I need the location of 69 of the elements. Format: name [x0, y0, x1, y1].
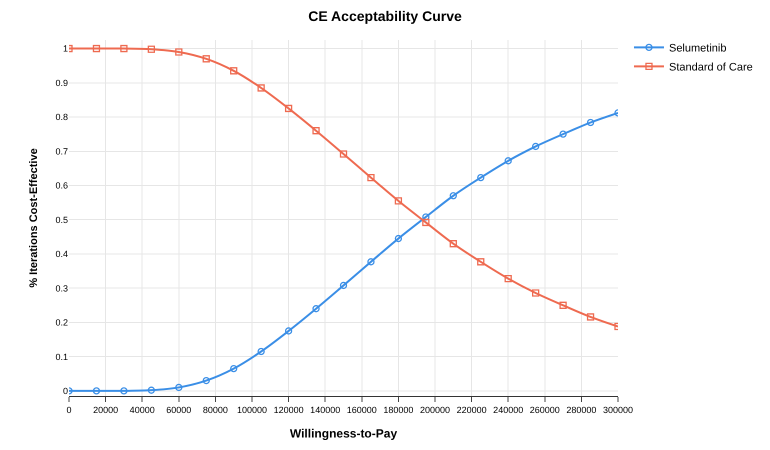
point	[312, 127, 320, 134]
x-tick-label: 260000	[530, 404, 560, 415]
point	[92, 44, 100, 52]
point	[450, 192, 457, 200]
x-tick-label: 300000	[602, 404, 634, 415]
x-tick-label: 80000	[202, 404, 228, 415]
point	[148, 46, 155, 53]
x-tick-label: 220000	[456, 404, 487, 415]
point	[559, 130, 567, 138]
x-axis-title: Willingness-to-Pay	[290, 426, 398, 441]
x-tick-label: 140000	[310, 404, 340, 415]
point	[148, 386, 155, 394]
point	[504, 157, 512, 164]
x-tick-label: 160000	[346, 404, 377, 415]
chart-title: CE Acceptability Curve	[308, 8, 462, 24]
point	[477, 258, 484, 266]
point	[202, 376, 210, 384]
point	[532, 142, 540, 150]
y-tick-label: 0.7	[55, 146, 68, 156]
y-tick-label: 0.5	[55, 214, 68, 225]
point	[340, 150, 348, 158]
point	[120, 44, 128, 52]
point	[202, 55, 210, 62]
point	[394, 197, 402, 205]
point	[92, 387, 100, 395]
legend-label: Standard of Care	[668, 62, 753, 74]
point	[367, 258, 375, 266]
point	[422, 218, 430, 226]
point	[175, 48, 182, 56]
point	[258, 348, 265, 356]
point	[120, 387, 128, 395]
legend-label: Selumetinib	[668, 42, 726, 55]
point	[559, 302, 567, 309]
point	[532, 289, 540, 297]
y-tick-label: 1	[62, 44, 68, 54]
x-tick-label: 100000	[236, 404, 268, 415]
y-tick-label: 0.9	[55, 78, 68, 88]
x-tick-label: 120000	[274, 404, 304, 415]
x-tick-label: 60000	[166, 404, 192, 415]
y-tick-label: 0	[62, 386, 68, 396]
point	[477, 174, 484, 182]
y-axis-title: % Iterations Cost-Effective	[28, 148, 40, 288]
point	[340, 282, 348, 290]
point	[175, 384, 182, 392]
point	[422, 213, 430, 221]
y-tick-label: 0.8	[55, 112, 68, 122]
y-tick-label: 0.3	[55, 283, 68, 294]
point	[284, 327, 292, 335]
point	[586, 118, 594, 126]
point	[586, 313, 594, 321]
point	[258, 84, 265, 92]
point	[394, 234, 402, 242]
x-tick-label: 200000	[420, 404, 450, 415]
y-tick-label: 0.2	[55, 318, 68, 328]
point	[504, 274, 512, 282]
y-tick-label: 0.4	[55, 249, 68, 260]
point	[367, 174, 375, 182]
point	[230, 67, 238, 74]
point	[284, 104, 292, 112]
y-tick-label: 0.6	[55, 180, 68, 191]
x-tick-label: 280000	[566, 404, 596, 415]
y-tick-label: 0.1	[55, 352, 68, 362]
x-tick-label: 40000	[130, 404, 155, 415]
point	[312, 305, 320, 312]
x-tick-label: 20000	[93, 404, 118, 415]
point	[230, 364, 238, 372]
point	[450, 240, 457, 248]
x-tick-label: 180000	[383, 404, 414, 415]
x-tick-label: 240000	[493, 404, 524, 415]
